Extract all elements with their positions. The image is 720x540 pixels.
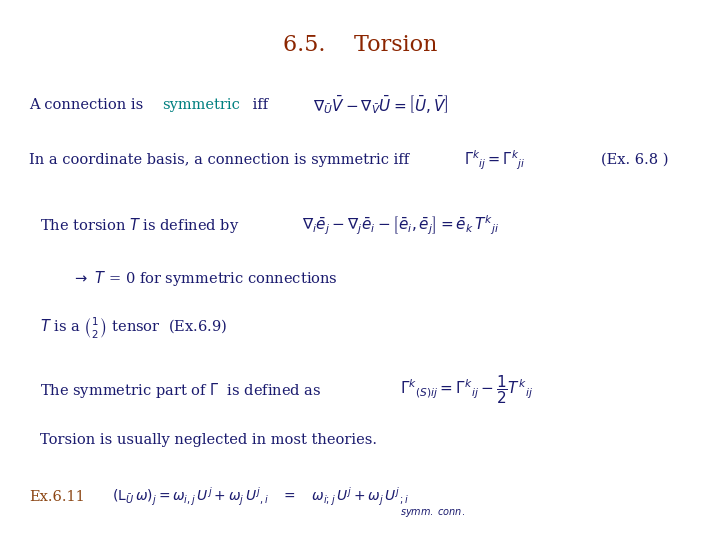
Text: Ex.6.11: Ex.6.11 bbox=[29, 490, 84, 504]
Text: A connection is: A connection is bbox=[29, 98, 148, 112]
Text: $\Gamma^k{}_{ij} = \Gamma^k{}_{ji}$: $\Gamma^k{}_{ij} = \Gamma^k{}_{ji}$ bbox=[464, 148, 526, 172]
Text: $symm.\;conn.$: $symm.\;conn.$ bbox=[400, 507, 465, 519]
Text: 6.5.    Torsion: 6.5. Torsion bbox=[283, 34, 437, 56]
Text: The symmetric part of $\Gamma$  is defined as: The symmetric part of $\Gamma$ is define… bbox=[40, 381, 321, 400]
Text: Torsion is usually neglected in most theories.: Torsion is usually neglected in most the… bbox=[40, 433, 377, 447]
Text: $\nabla_i \bar{e}_j - \nabla_j \bar{e}_i - \left[\bar{e}_i,\bar{e}_j\right] = \b: $\nabla_i \bar{e}_j - \nabla_j \bar{e}_i… bbox=[302, 213, 500, 237]
Text: $\Gamma^k{}_{(S)ij} = \Gamma^k{}_{ij} - \dfrac{1}{2}T^k{}_{ij}$: $\Gamma^k{}_{(S)ij} = \Gamma^k{}_{ij} - … bbox=[400, 374, 533, 407]
Text: symmetric: symmetric bbox=[162, 98, 240, 112]
Text: In a coordinate basis, a connection is symmetric iff: In a coordinate basis, a connection is s… bbox=[29, 153, 409, 167]
Text: $\rightarrow$ $T$ = 0 for symmetric connections: $\rightarrow$ $T$ = 0 for symmetric conn… bbox=[72, 268, 338, 287]
Text: The torsion $T$ is defined by: The torsion $T$ is defined by bbox=[40, 215, 239, 234]
Text: (Ex. 6.8 ): (Ex. 6.8 ) bbox=[601, 153, 669, 167]
Text: $T$ is a $\binom{1}{2}$ tensor  (Ex.6.9): $T$ is a $\binom{1}{2}$ tensor (Ex.6.9) bbox=[40, 315, 227, 341]
Text: $\nabla_{\bar{U}}\bar{V} - \nabla_{\bar{V}}\bar{U} = \left[\bar{U},\bar{V}\right: $\nabla_{\bar{U}}\bar{V} - \nabla_{\bar{… bbox=[313, 93, 449, 116]
Text: $\left(\mathrm{L}_{\bar{U}}\,\omega\right)_j = \omega_{i,j}\,U^j + \omega_j\,U^j: $\left(\mathrm{L}_{\bar{U}}\,\omega\righ… bbox=[112, 486, 408, 508]
Text: iff: iff bbox=[248, 98, 269, 112]
